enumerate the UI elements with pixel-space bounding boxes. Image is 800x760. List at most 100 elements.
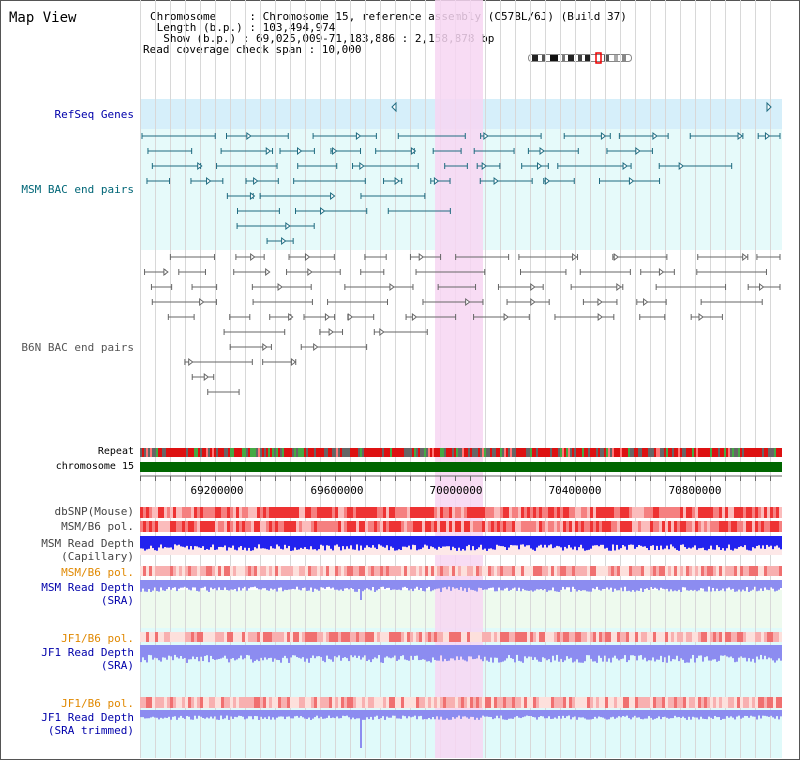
- depth-bar: [676, 536, 678, 550]
- heat-cell: [419, 632, 422, 642]
- coverage-span-line: Read coverage check span : 10,000: [143, 43, 362, 56]
- heat-cell: [479, 566, 482, 576]
- heat-cell: [260, 697, 263, 708]
- depth-bar: [338, 645, 340, 656]
- genome-track-canvas[interactable]: 69200000 69600000 70000000 70400000 7080…: [140, 0, 782, 758]
- heat-cell: [719, 697, 722, 708]
- depth-bar: [406, 536, 408, 548]
- heat-cell: [776, 521, 779, 532]
- depth-bar: [434, 645, 436, 660]
- depth-bar: [468, 580, 470, 588]
- depth-bar: [544, 536, 546, 545]
- depth-bar: [564, 710, 566, 719]
- heat-cell: [398, 521, 401, 532]
- arrow-icon: [265, 268, 271, 276]
- depth-bar: [512, 710, 514, 719]
- depth-bar: [606, 580, 608, 588]
- depth-bar: [200, 710, 202, 717]
- heat-cell: [254, 507, 257, 518]
- heat-cell: [608, 632, 611, 642]
- heat-cell: [284, 566, 287, 576]
- heat-cell: [548, 521, 551, 532]
- heat-cell: [167, 632, 170, 642]
- depth-bar: [460, 536, 462, 551]
- heat-cell: [401, 632, 404, 642]
- depth-bar: [184, 710, 186, 719]
- depth-bar: [550, 645, 552, 663]
- heat-cell: [209, 507, 212, 518]
- depth-bar: [400, 710, 402, 719]
- heat-cell: [308, 507, 311, 518]
- depth-bar: [360, 536, 362, 546]
- depth-bar: [588, 536, 590, 550]
- depth-bar: [778, 710, 780, 720]
- heat-cell: [320, 632, 323, 642]
- heat-cell: [419, 507, 422, 518]
- heat-cell: [725, 521, 728, 532]
- depth-bar: [504, 580, 506, 589]
- depth-bar: [264, 645, 266, 658]
- heat-cell: [482, 697, 485, 708]
- heat-cell: [686, 521, 689, 532]
- heat-cell: [488, 632, 491, 642]
- heat-cell: [521, 632, 524, 642]
- depth-bar: [678, 645, 680, 662]
- heat-cell: [377, 507, 380, 518]
- depth-bar: [514, 536, 516, 546]
- heat-cell: [344, 507, 347, 518]
- heat-cell: [545, 507, 548, 518]
- repeat-cell: [660, 448, 662, 457]
- heat-cell: [332, 566, 335, 576]
- arrow-icon: [330, 192, 336, 200]
- depth-bar: [644, 645, 646, 658]
- depth-bar: [402, 710, 404, 716]
- depth-bar: [238, 536, 240, 548]
- heat-cell: [431, 521, 434, 532]
- repeat-cell: [682, 448, 684, 457]
- depth-bar: [474, 645, 476, 659]
- heat-cell: [200, 566, 203, 576]
- depth-bar: [514, 645, 516, 663]
- heat-cell: [353, 697, 356, 708]
- heat-cell: [617, 632, 620, 642]
- repeat-cell: [450, 448, 452, 457]
- depth-bar: [212, 645, 214, 660]
- repeat-cell: [652, 448, 654, 457]
- depth-bar: [178, 536, 180, 545]
- heat-cell: [164, 697, 167, 708]
- depth-bar: [306, 580, 308, 591]
- arrow-icon: [277, 283, 283, 291]
- msm-bac-label[interactable]: MSM BAC end pairs: [21, 183, 134, 196]
- depth-bar: [434, 710, 436, 720]
- b6n-bac-label[interactable]: B6N BAC end pairs: [21, 341, 134, 354]
- refseq-genes-label[interactable]: RefSeq Genes: [54, 108, 134, 121]
- depth-bar: [326, 536, 328, 546]
- depth-bar: [344, 710, 346, 717]
- heat-cell: [641, 521, 644, 532]
- depth-bar: [462, 710, 464, 717]
- heat-cell: [377, 521, 380, 532]
- repeat-cell: [654, 448, 656, 457]
- heat-cell: [362, 697, 365, 708]
- heat-cell: [158, 507, 161, 518]
- heat-cell: [773, 566, 776, 576]
- depth-bar: [690, 536, 692, 549]
- heat-cell: [704, 632, 707, 642]
- depth-bar: [366, 645, 368, 662]
- heat-cell: [467, 632, 470, 642]
- heat-cell: [413, 632, 416, 642]
- heat-cell: [284, 521, 287, 532]
- heat-cell: [302, 697, 305, 708]
- repeat-cell: [306, 448, 308, 457]
- depth-bar: [780, 710, 782, 717]
- depth-bar: [232, 710, 234, 719]
- heat-cell: [722, 521, 725, 532]
- depth-bar: [758, 710, 760, 716]
- depth-bar: [454, 536, 456, 549]
- depth-bar: [576, 580, 578, 592]
- trimmed-sub-label: (SRA trimmed): [47, 724, 134, 737]
- heat-cell: [461, 566, 464, 576]
- heat-cell: [515, 507, 518, 518]
- heat-cell: [200, 632, 203, 642]
- depth-bar: [618, 536, 620, 550]
